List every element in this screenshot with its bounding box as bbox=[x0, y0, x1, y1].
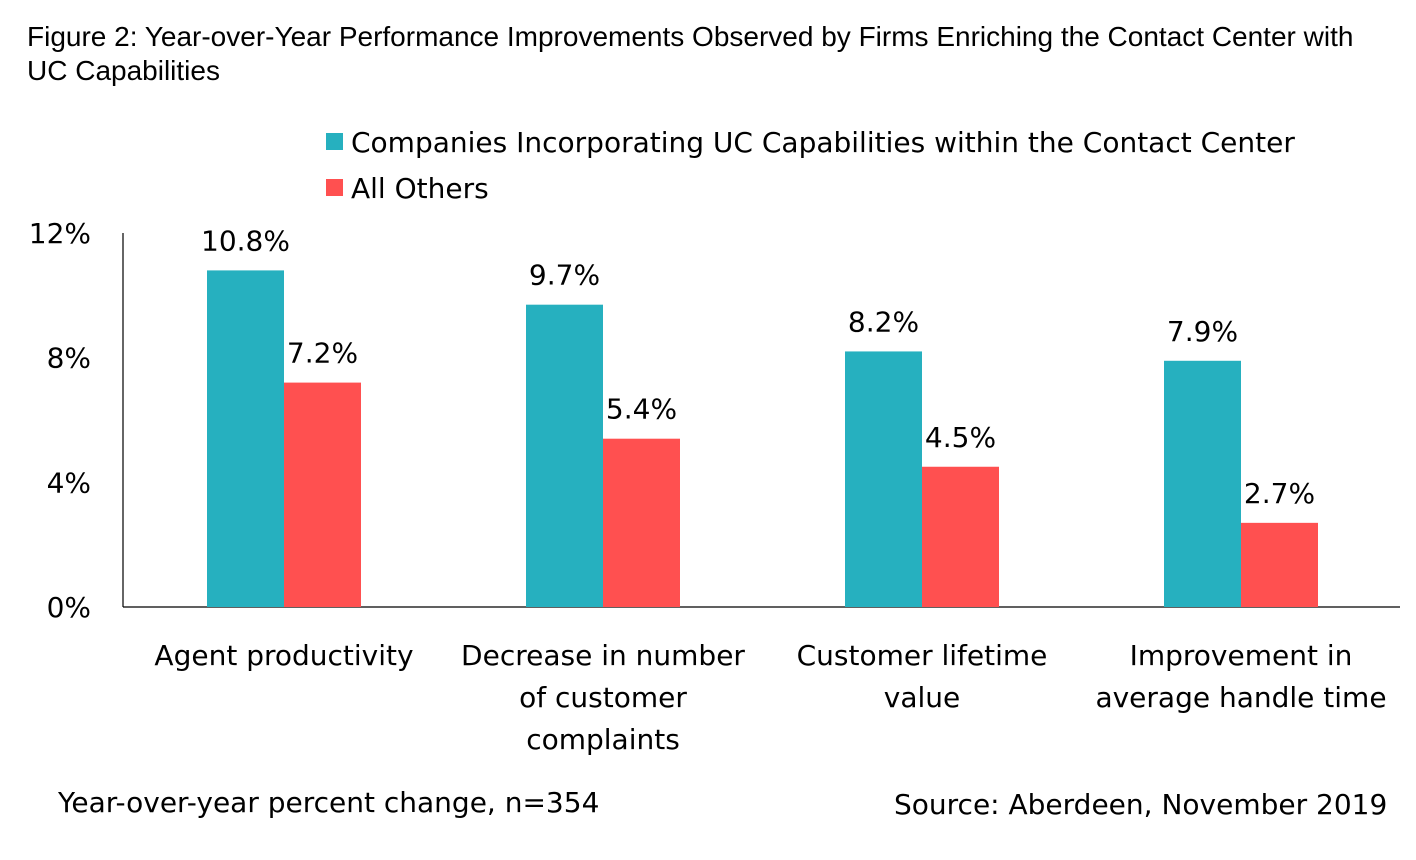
y-tick-label: 0% bbox=[47, 591, 91, 624]
data-label: 7.9% bbox=[1167, 315, 1238, 348]
source-note: Source: Aberdeen, November 2019 bbox=[894, 788, 1388, 821]
y-tick-label: 8% bbox=[47, 342, 91, 375]
bar-all-others bbox=[1241, 522, 1318, 607]
bar-uc-companies bbox=[1164, 360, 1241, 607]
footnote: Year-over-year percent change, n=354 bbox=[58, 786, 600, 819]
chart-title: Figure 2: Year-over-Year Performance Imp… bbox=[27, 21, 1354, 86]
legend-label-all-others: All Others bbox=[351, 172, 489, 205]
data-label: 5.4% bbox=[606, 393, 677, 426]
bar-uc-companies bbox=[526, 304, 603, 607]
bar-uc-companies bbox=[845, 351, 922, 607]
x-category-label: Agent productivity bbox=[154, 639, 413, 672]
data-label: 9.7% bbox=[529, 259, 600, 292]
y-tick-label: 4% bbox=[47, 466, 91, 499]
x-category-label-line: complaints bbox=[526, 723, 680, 756]
x-category-label: Decrease in number of customer complaints bbox=[461, 639, 745, 756]
x-category-label-line: Improvement in bbox=[1130, 639, 1353, 672]
legend-swatch-all-others bbox=[326, 179, 343, 196]
bar-uc-companies bbox=[207, 270, 284, 607]
x-category-label-line: Customer lifetime bbox=[797, 639, 1048, 672]
x-category-label: Customer lifetime value bbox=[797, 639, 1048, 714]
x-category-label: Improvement in average handle time bbox=[1095, 639, 1386, 714]
x-category-label-line: Decrease in number bbox=[461, 639, 745, 672]
y-tick-label: 12% bbox=[29, 217, 91, 250]
bar-all-others bbox=[603, 438, 680, 607]
x-category-label-line: average handle time bbox=[1095, 681, 1386, 714]
legend-label-uc-companies: Companies Incorporating UC Capabilities … bbox=[351, 126, 1295, 159]
data-label: 2.7% bbox=[1244, 477, 1315, 510]
x-category-label-line: of customer bbox=[519, 681, 687, 714]
data-label: 4.5% bbox=[925, 421, 996, 454]
legend-swatch-uc-companies bbox=[326, 133, 343, 150]
data-label: 7.2% bbox=[287, 337, 358, 370]
x-category-label-line: Agent productivity bbox=[154, 639, 413, 672]
bar-all-others bbox=[922, 466, 999, 607]
bar-all-others bbox=[284, 382, 361, 607]
x-category-label-line: value bbox=[884, 681, 960, 714]
data-label: 8.2% bbox=[848, 305, 919, 338]
data-label: 10.8% bbox=[201, 224, 290, 257]
